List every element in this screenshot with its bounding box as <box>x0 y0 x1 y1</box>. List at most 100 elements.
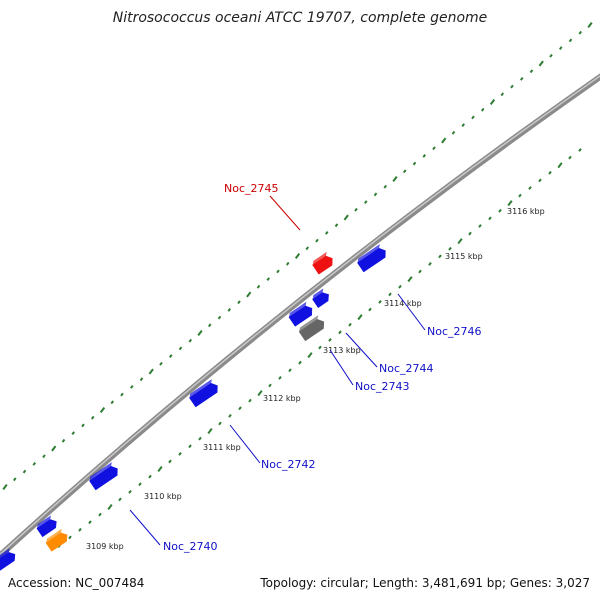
tick-mark <box>334 223 339 228</box>
tick-mark <box>338 330 342 335</box>
tick-mark <box>168 459 172 464</box>
tick-mark <box>480 107 485 112</box>
tick-mark <box>42 454 46 459</box>
tick-mark <box>257 390 263 397</box>
tick-mark <box>168 354 173 358</box>
gene-block-noc2739 <box>36 515 57 538</box>
tick-mark <box>422 154 427 158</box>
gene-block-noc2742-top <box>189 379 212 398</box>
gene-leader-line <box>345 332 378 368</box>
tick-mark <box>120 392 124 397</box>
tick-mark <box>529 69 534 74</box>
tick-mark <box>354 207 358 212</box>
tick-mark <box>197 330 203 336</box>
tick-mark <box>138 482 142 487</box>
inner-tick-track <box>57 148 582 549</box>
tick-mark <box>128 489 132 494</box>
tick-mark <box>305 246 310 251</box>
tick-mark <box>478 224 482 228</box>
gene-block-noc2742 <box>189 379 218 408</box>
tick-label: 3109 kbp <box>86 542 124 551</box>
gene-leader-line <box>129 509 161 546</box>
tick-mark <box>315 238 319 243</box>
tick-mark <box>519 77 524 81</box>
tick-mark <box>307 352 313 359</box>
tick-label: 3115 kbp <box>445 252 483 261</box>
tick-mark <box>383 184 388 189</box>
tick-label: 3111 kbp <box>203 443 241 452</box>
tick-mark <box>188 338 193 343</box>
gene-label: Noc_2746 <box>427 325 482 338</box>
tick-mark <box>227 308 232 312</box>
gene-block-noc2739-shape <box>36 519 57 538</box>
tick-mark <box>324 231 329 235</box>
tick-mark <box>218 421 222 426</box>
tick-mark <box>388 292 392 297</box>
gene-block-left-top <box>0 548 10 564</box>
genome-summary-text: Topology: circular; Length: 3,481,691 bp… <box>260 576 590 590</box>
tick-mark <box>90 415 95 420</box>
tick-mark <box>217 315 222 320</box>
tick-mark <box>178 346 183 351</box>
tick-mark <box>188 444 192 449</box>
tick-mark <box>557 162 563 169</box>
tick-mark <box>237 300 241 305</box>
gene-block-noc2744-shape <box>312 292 329 308</box>
tick-mark <box>71 431 76 435</box>
tick-mark <box>248 398 252 403</box>
tick-mark <box>457 238 463 245</box>
gene-labels: Noc_2740 Noc_2742 Noc_2743 Noc_2744 Noc_2745… <box>129 182 482 553</box>
tick-mark <box>538 178 542 183</box>
tick-mark <box>432 146 436 151</box>
tick-mark <box>157 466 163 473</box>
gene-block-noc2746 <box>357 244 386 273</box>
gene-block-noc2739-top <box>36 515 51 529</box>
tick-mark <box>328 338 332 342</box>
tick-mark <box>468 231 472 236</box>
gene-block-noc2743 <box>288 301 313 327</box>
tick-mark <box>568 155 572 160</box>
tick-mark <box>507 200 513 207</box>
tick-mark <box>68 535 72 540</box>
tick-mark <box>318 345 322 350</box>
tick-mark <box>500 92 505 97</box>
tick-mark <box>528 186 532 190</box>
tick-mark <box>438 254 442 259</box>
tick-label: 3112 kbp <box>263 394 301 403</box>
tick-mark <box>246 291 252 298</box>
tick-mark <box>22 469 27 474</box>
tick-mark <box>298 360 302 365</box>
tick-mark <box>228 413 232 418</box>
tick-mark <box>548 170 552 175</box>
tick-mark <box>448 246 452 251</box>
tick-mark <box>88 520 92 525</box>
tick-mark <box>32 462 37 466</box>
outer-tick-track <box>2 22 593 490</box>
tick-mark <box>568 38 573 43</box>
tick-mark <box>207 323 212 328</box>
tick-mark <box>207 428 213 435</box>
tick-mark <box>510 84 514 89</box>
tick-mark <box>407 276 413 283</box>
tick-mark <box>471 115 475 120</box>
tick-mark <box>78 527 82 532</box>
gene-label: Noc_2743 <box>355 380 410 393</box>
tick-mark <box>238 406 242 411</box>
tick-mark <box>118 497 122 502</box>
gene-block-noc2745-shape <box>312 255 333 275</box>
tick-label: 3116 kbp <box>507 207 545 216</box>
tick-mark <box>294 253 301 259</box>
tick-mark <box>461 123 466 127</box>
tick-mark <box>412 161 417 166</box>
tick-mark <box>558 46 563 50</box>
tick-mark <box>489 99 496 105</box>
gene-block-noc2740-top <box>89 462 112 481</box>
tick-mark <box>2 484 8 490</box>
tick-mark <box>266 277 271 281</box>
tick-mark <box>578 30 583 35</box>
tick-mark <box>498 208 502 213</box>
tick-label: 3114 kbp <box>384 299 422 308</box>
tick-mark <box>110 400 115 405</box>
